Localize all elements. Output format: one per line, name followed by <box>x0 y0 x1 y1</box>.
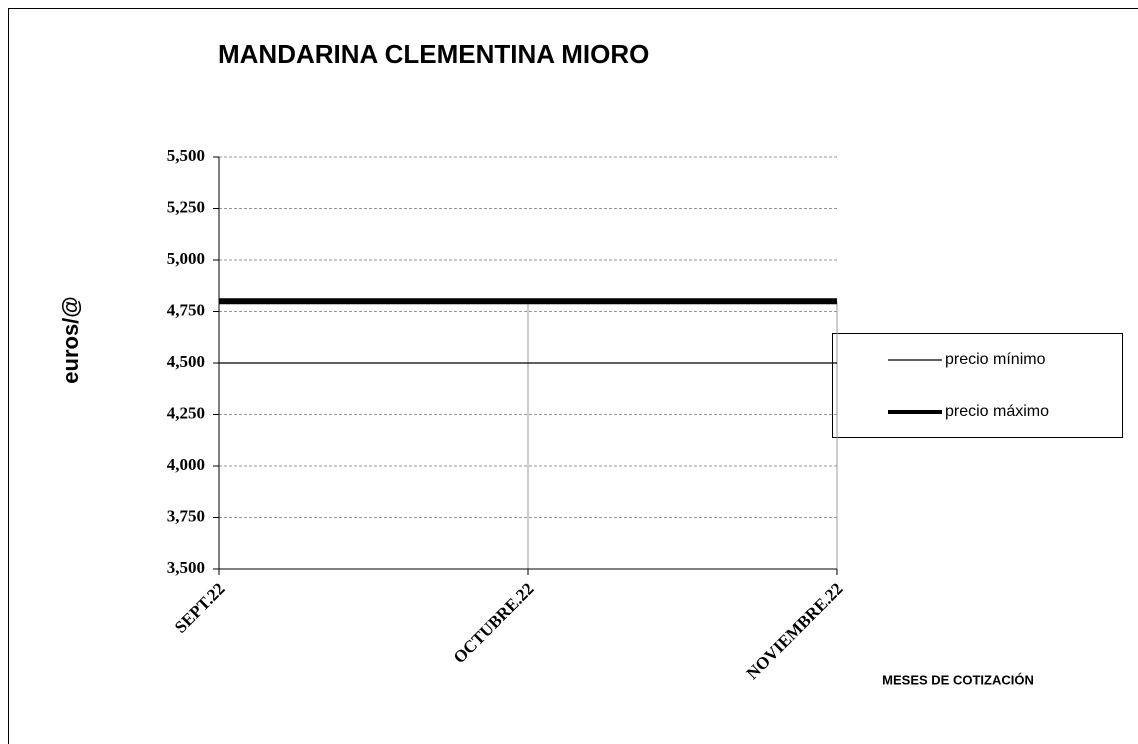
y-axis-label: euros/@ <box>58 296 83 383</box>
y-tick-label: 5,000 <box>167 249 205 268</box>
y-tick-label: 3,750 <box>167 506 205 525</box>
chart-title: MANDARINA CLEMENTINA MIORO <box>218 39 649 69</box>
x-tick-label: OCTUBRE.22 <box>450 579 538 667</box>
chart-border <box>8 8 1138 744</box>
y-tick-label: 4,250 <box>167 403 205 422</box>
legend-label: precio máximo <box>945 403 1049 420</box>
x-tick-label: NOVIEMBRE.22 <box>743 579 847 683</box>
y-tick-label: 4,750 <box>167 300 205 319</box>
y-tick-label: 5,250 <box>167 197 205 216</box>
legend-box <box>832 333 1123 438</box>
y-tick-label: 3,500 <box>167 558 205 577</box>
y-tick-label: 5,500 <box>167 146 205 165</box>
x-axis-label: MESES DE COTIZACIÓN <box>882 672 1034 687</box>
y-tick-label: 4,000 <box>167 455 205 474</box>
y-tick-label: 4,500 <box>167 352 205 371</box>
x-tick-label: SEPT.22 <box>171 579 229 637</box>
legend-label: precio mínimo <box>945 351 1046 368</box>
